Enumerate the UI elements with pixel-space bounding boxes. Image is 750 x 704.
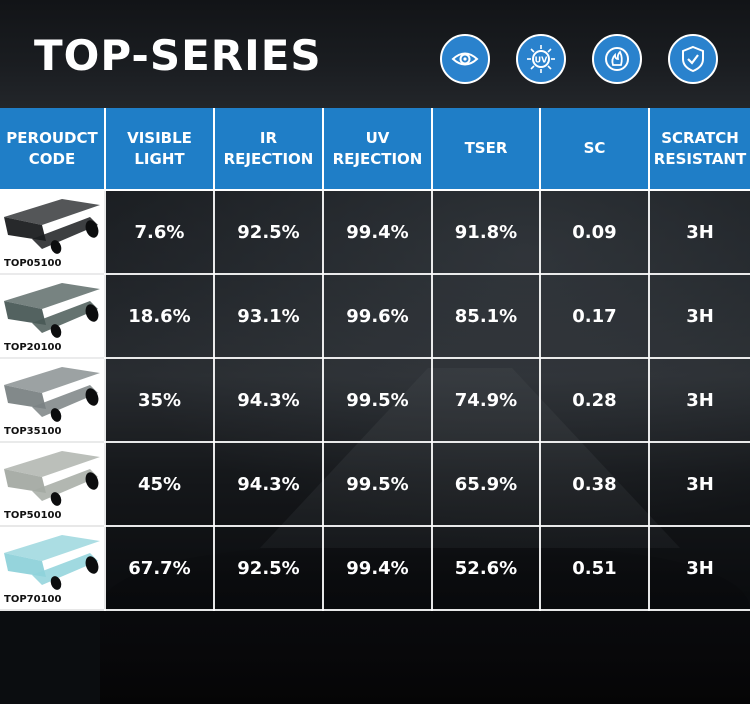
col-header-label: SC <box>583 139 606 157</box>
scratch-value: 3H <box>649 526 750 611</box>
ir-rejection-value: 92.5% <box>214 189 324 275</box>
shield-check-icon <box>668 34 718 84</box>
scratch-value: 3H <box>649 274 750 359</box>
uv-rejection-value: 99.5% <box>323 442 433 527</box>
uv-icon: UV <box>516 34 566 84</box>
ir-rejection-value: 93.1% <box>214 274 324 359</box>
sc-value: 0.17 <box>540 274 650 359</box>
scratch-value: 3H <box>649 189 750 275</box>
product-code: TOP35100 <box>4 426 62 437</box>
col-header-label: IR REJECTION <box>223 128 314 168</box>
film-roll-image <box>4 535 100 590</box>
uv-rejection-value: 99.5% <box>323 358 433 443</box>
film-roll-image <box>4 283 100 338</box>
tser-value: 91.8% <box>432 189 541 275</box>
col-header-label: UV REJECTION <box>332 128 423 168</box>
table-row: TOP35100 35% 94.3% 99.5% 74.9% 0.28 3H <box>0 358 750 443</box>
visible-light-value: 45% <box>105 442 215 527</box>
col-header-sc: SC <box>540 108 650 190</box>
tser-value: 52.6% <box>432 526 541 611</box>
product-code: TOP50100 <box>4 510 62 521</box>
col-header-ir-rejection: IR REJECTION <box>214 108 324 190</box>
col-header-scratch-resistant: SCRATCH RESISTANT <box>649 108 750 190</box>
product-code: TOP05100 <box>4 258 62 269</box>
ir-rejection-value: 92.5% <box>214 526 324 611</box>
col-header-label: SCRATCH RESISTANT <box>653 128 747 168</box>
ir-rejection-value: 94.3% <box>214 442 324 527</box>
scratch-value: 3H <box>649 358 750 443</box>
tser-value: 74.9% <box>432 358 541 443</box>
product-code: TOP20100 <box>4 342 62 353</box>
sc-value: 0.28 <box>540 358 650 443</box>
table-row: TOP50100 45% 94.3% 99.5% 65.9% 0.38 3H <box>0 442 750 527</box>
col-header-product-code: PEROUDCT CODE <box>0 108 106 190</box>
tser-value: 65.9% <box>432 442 541 527</box>
col-header-label: PEROUDCT CODE <box>6 128 98 168</box>
film-roll-image <box>4 451 100 506</box>
col-header-tser: TSER <box>432 108 541 190</box>
sc-value: 0.51 <box>540 526 650 611</box>
visible-light-value: 7.6% <box>105 189 215 275</box>
spec-table: PEROUDCT CODE VISIBLE LIGHT IR REJECTION… <box>0 108 750 611</box>
col-header-label: VISIBLE LIGHT <box>127 128 192 168</box>
sc-value: 0.38 <box>540 442 650 527</box>
col-header-uv-rejection: UV REJECTION <box>323 108 433 190</box>
scratch-value: 3H <box>649 442 750 527</box>
product-thumbnail-cell: TOP70100 <box>0 526 106 611</box>
page-title: TOP-SERIES <box>34 31 322 80</box>
feature-icon-row: UV <box>440 34 718 84</box>
table-row: TOP20100 18.6% 93.1% 99.6% 85.1% 0.17 3H <box>0 274 750 359</box>
col-header-label: TSER <box>464 139 508 157</box>
uv-rejection-value: 99.6% <box>323 274 433 359</box>
col-header-visible-light: VISIBLE LIGHT <box>105 108 215 190</box>
product-thumbnail-cell: TOP50100 <box>0 442 106 527</box>
product-thumbnail-cell: TOP35100 <box>0 358 106 443</box>
tser-value: 85.1% <box>432 274 541 359</box>
visible-light-value: 67.7% <box>105 526 215 611</box>
eye-icon <box>440 34 490 84</box>
uv-rejection-value: 99.4% <box>323 189 433 275</box>
product-thumbnail-cell: TOP05100 <box>0 189 106 275</box>
sc-value: 0.09 <box>540 189 650 275</box>
svg-text:UV: UV <box>535 56 548 65</box>
table-row: TOP05100 7.6% 92.5% 99.4% 91.8% 0.09 3H <box>0 189 750 275</box>
uv-rejection-value: 99.4% <box>323 526 433 611</box>
product-thumbnail-cell: TOP20100 <box>0 274 106 359</box>
ir-rejection-value: 94.3% <box>214 358 324 443</box>
film-roll-image <box>4 199 100 254</box>
visible-light-value: 18.6% <box>105 274 215 359</box>
hero-banner: TOP-SERIES UV <box>0 0 750 108</box>
film-roll-image <box>4 367 100 422</box>
table-row: TOP70100 67.7% 92.5% 99.4% 52.6% 0.51 3H <box>0 526 750 611</box>
table-header-row: PEROUDCT CODE VISIBLE LIGHT IR REJECTION… <box>0 108 750 190</box>
heat-icon <box>592 34 642 84</box>
visible-light-value: 35% <box>105 358 215 443</box>
